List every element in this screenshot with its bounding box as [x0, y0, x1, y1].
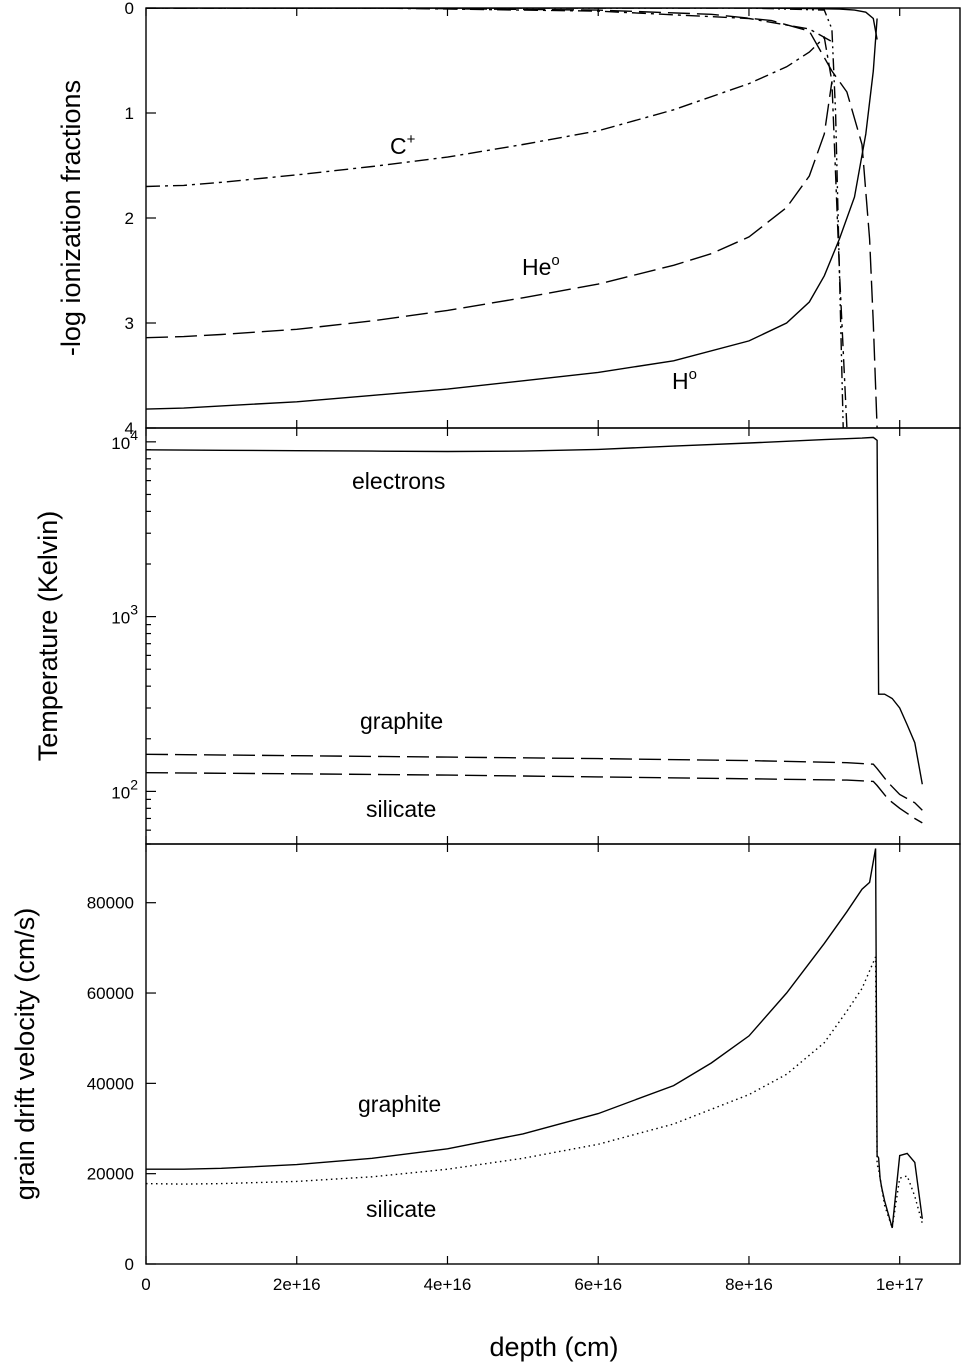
panel-frame: [145, 427, 961, 845]
x-tick-label: 6e+16: [574, 1275, 622, 1294]
y-tick-label: 3: [125, 314, 134, 333]
series-line-h-: [146, 8, 878, 40]
y-tick-label: 1: [125, 104, 134, 123]
y-tick-label: 20000: [87, 1165, 134, 1184]
y-axis-label-temperature: Temperature (Kelvin): [33, 511, 63, 762]
y-tick-label: 103: [111, 602, 138, 628]
series-line-he0: [146, 81, 833, 339]
annotation-silicate-temp: silicate: [366, 796, 436, 822]
annotation-graphite-drift: graphite: [358, 1091, 441, 1117]
y-tick-label: 40000: [87, 1074, 134, 1093]
y-tick-label: 2: [125, 209, 134, 228]
annotation-h-neutral: Ho: [672, 366, 697, 394]
series-line-c-: [146, 8, 833, 43]
series-line-c-: [146, 35, 848, 428]
x-tick-label: 8e+16: [725, 1275, 773, 1294]
series-line-silicate: [146, 956, 923, 1229]
annotation-he-neutral: Heo: [522, 252, 560, 280]
annotation-graphite-temp: graphite: [360, 708, 443, 734]
series-line-he-: [146, 8, 878, 428]
y-tick-label: 0: [125, 1255, 134, 1274]
y-axis-label-drift: grain drift velocity (cm/s): [10, 908, 40, 1201]
series-line-h0: [146, 18, 878, 410]
temperature-panel: 102 103 104 Temperature (Kelvin) electrons…: [33, 427, 961, 845]
y-tick-label: 0: [125, 0, 134, 18]
y-tick-label: 102: [111, 776, 138, 802]
y-axis-label-ionization: -log ionization fractions: [56, 80, 86, 356]
series-line-graphite: [146, 753, 923, 811]
x-axis-label: depth (cm): [489, 1332, 618, 1362]
y-tick-label: 80000: [87, 894, 134, 913]
panel-frame: [145, 843, 961, 1265]
annotation-electrons: electrons: [352, 468, 445, 494]
x-tick-label: 2e+16: [273, 1275, 321, 1294]
drift-velocity-panel: 0 20000 40000 60000 80000 0 2e+16 4e+16 6e+16 8e+…: [10, 843, 961, 1294]
annotation-silicate-drift: silicate: [366, 1196, 436, 1222]
ionization-fractions-panel: 0 1 2 3 4 -log ionization fractions C+ Heo H…: [56, 0, 961, 438]
x-tick-label: 1e+17: [876, 1275, 924, 1294]
series-line-silicate: [146, 772, 923, 824]
y-tick-label: 104: [111, 427, 138, 453]
x-tick-label: 0: [141, 1275, 150, 1294]
x-tick-label: 4e+16: [424, 1275, 472, 1294]
y-tick-label: 60000: [87, 984, 134, 1003]
series-line-other: [146, 8, 844, 428]
y-tick-label: 4: [125, 419, 134, 438]
series-line-graphite: [146, 848, 923, 1229]
annotation-c-plus: C+: [390, 131, 416, 159]
series-line-electrons: [146, 436, 923, 785]
